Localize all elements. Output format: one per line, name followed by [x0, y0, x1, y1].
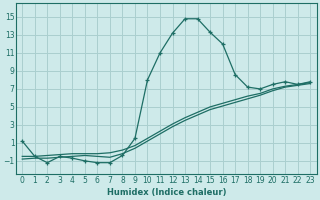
X-axis label: Humidex (Indice chaleur): Humidex (Indice chaleur) [107, 188, 226, 197]
